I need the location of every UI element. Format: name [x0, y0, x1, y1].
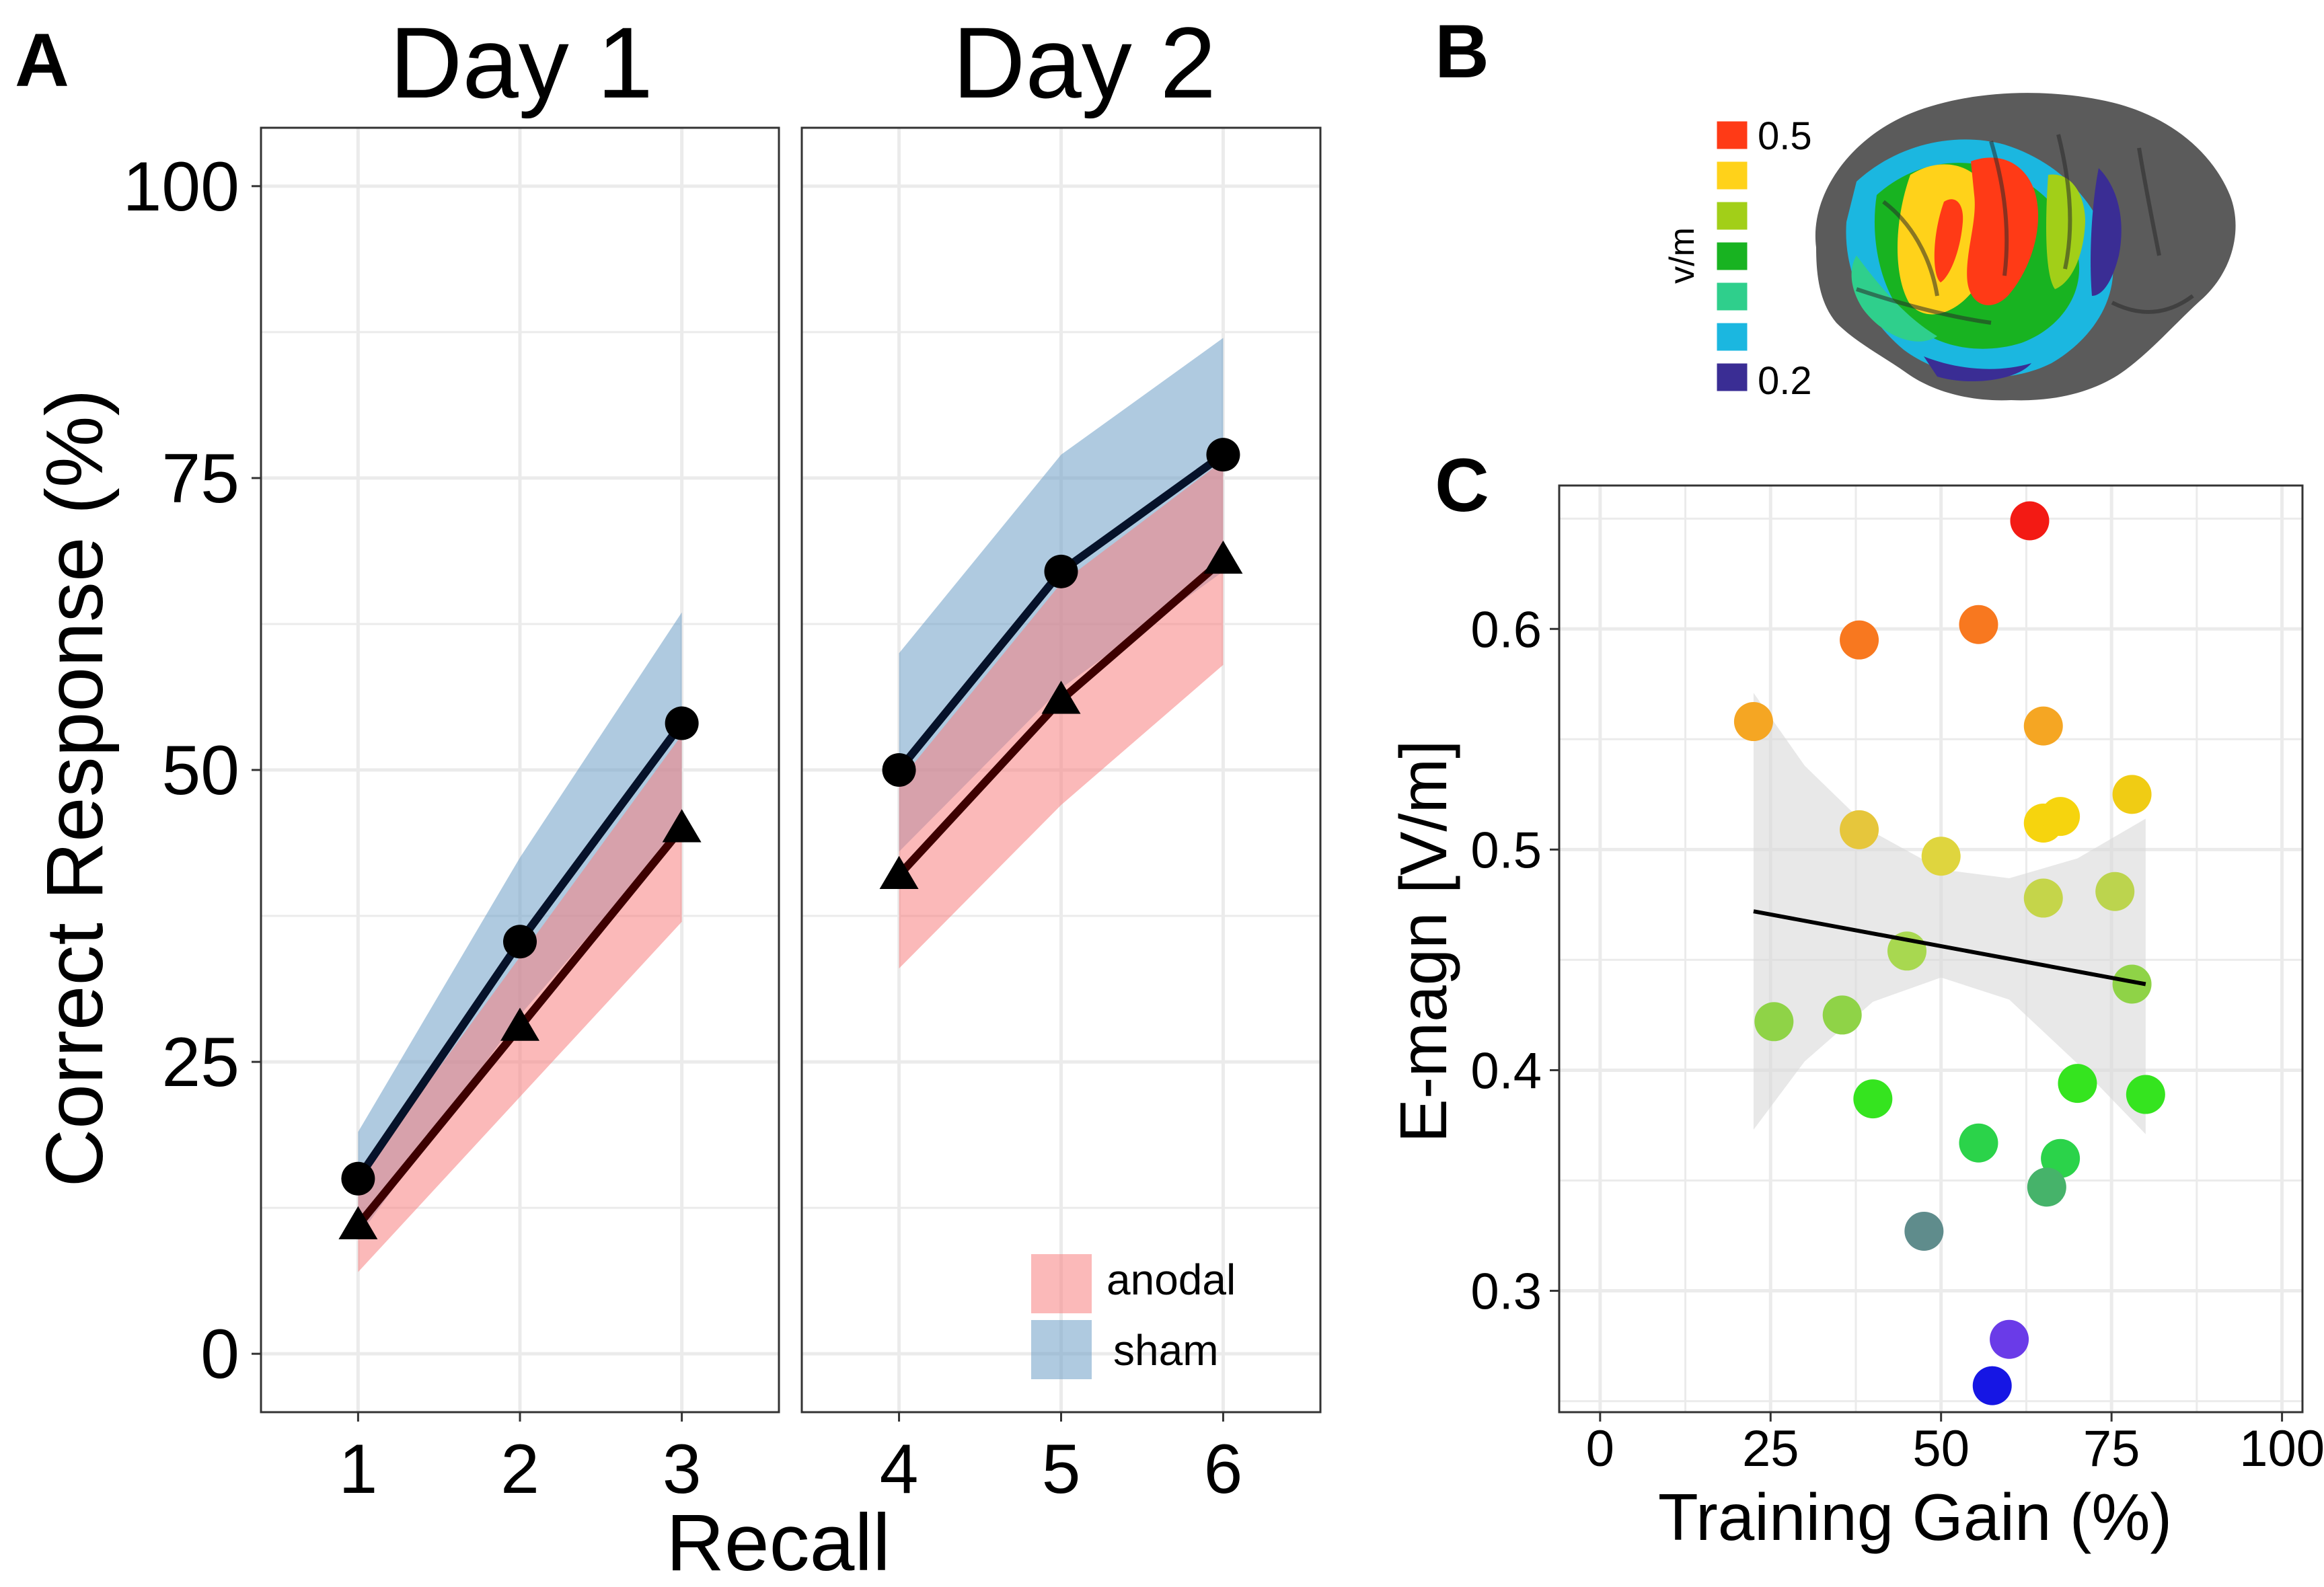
colorbar-swatch	[1713, 239, 1751, 274]
x-tick-label: 100	[2239, 1420, 2324, 1477]
colorbar-swatch	[1713, 158, 1751, 193]
colorbar-swatch	[1713, 279, 1751, 314]
point-sham	[1044, 554, 1078, 588]
colorbar-swatch	[1713, 118, 1751, 153]
scatter-point	[1921, 837, 1961, 876]
scatter-point	[1733, 702, 1773, 742]
scatter-point	[1822, 995, 1862, 1035]
regression-line	[1753, 909, 2146, 986]
x-tick-label: 3	[663, 1430, 702, 1508]
y-tick-label: 0.5	[1470, 822, 1542, 879]
scatter-point	[2126, 1075, 2165, 1114]
x-tick-label: 5	[1042, 1430, 1081, 1508]
scatter-point	[1754, 1002, 1794, 1042]
y-tick-label: 0.6	[1470, 601, 1542, 658]
colorbar	[1713, 118, 1751, 395]
point-anodal	[879, 855, 919, 889]
x-axis-title-c: Training Gain (%)	[1658, 1480, 2172, 1554]
x-tick-label: 75	[2083, 1420, 2140, 1477]
brain-efield-overlay	[1846, 139, 2122, 382]
legend-key-anodal	[1031, 1254, 1092, 1313]
y-axis-title-a: Correct Response (%)	[30, 389, 120, 1187]
x-tick-label: 50	[1912, 1420, 1970, 1477]
y-axis-title-c: E-magn [V/m]	[1386, 740, 1460, 1143]
point-sham	[882, 753, 916, 787]
scatter-point	[2027, 1167, 2066, 1207]
facet-strip-day-2: Day 2	[952, 6, 1216, 119]
legend-label-sham: sham	[1113, 1326, 1219, 1375]
point-anodal	[662, 809, 702, 843]
point-anodal	[1203, 540, 1243, 574]
x-axis-ticks-c: 0 25 50 75 100	[1586, 1412, 2324, 1477]
facet-day-2: 4 5 6	[800, 126, 1322, 1508]
y-axis-ticks-a: 0 25 50 75 100	[122, 148, 261, 1393]
scatter-point	[2041, 797, 2081, 837]
y-tick-label: 75	[161, 440, 239, 518]
scatter-point	[1840, 810, 1879, 849]
x-tick-label: 0	[1586, 1420, 1614, 1477]
y-tick-label: 50	[161, 732, 239, 810]
scatter-point	[2112, 964, 2152, 1004]
panel-border	[1558, 484, 2304, 1414]
scatter-point	[1959, 605, 1998, 644]
scatter-point	[2095, 872, 2135, 911]
point-sham	[1206, 438, 1240, 472]
scatter-point	[2112, 775, 2152, 814]
scatter-point	[1959, 1123, 1998, 1163]
panel-label-c: C	[1435, 443, 1489, 527]
panel-label-b: B	[1435, 9, 1489, 93]
colorbar-swatch	[1713, 198, 1751, 233]
facet-strip-day-1: Day 1	[389, 6, 653, 119]
panel-label-a: A	[15, 18, 69, 102]
y-tick-label: 25	[161, 1023, 239, 1101]
legend-key-sham	[1031, 1320, 1092, 1379]
point-sham	[665, 706, 699, 740]
colorbar-swatch	[1713, 360, 1751, 395]
legend: anodal sham	[1031, 1254, 1236, 1379]
panel-b-brain-efield: 0.5 0.2 v/m	[1663, 93, 2236, 403]
scatter-point	[2023, 878, 2063, 918]
y-tick-label: 0.3	[1470, 1264, 1542, 1321]
facet-day-1: 1 2 3	[260, 126, 780, 1508]
y-axis-ticks-c: 0.3 0.4 0.5 0.6	[1470, 601, 1559, 1321]
colorbar-min-label: 0.2	[1758, 359, 1812, 403]
x-axis-title-a: Recall	[666, 1498, 890, 1587]
colorbar-unit-label: v/m	[1663, 227, 1702, 284]
x-tick-label: 2	[500, 1430, 539, 1508]
scatter-point	[2058, 1064, 2097, 1104]
point-sham	[341, 1161, 375, 1196]
point-anodal	[1041, 681, 1081, 714]
panel-a-line-chart: Day 1 Day 2 1 2 3 4 5 6 0 25 50 75 100 Correct R…	[30, 6, 1322, 1587]
brain-rendering	[1815, 93, 2236, 401]
panel-c-scatter: 0.3 0.4 0.5 0.6 0 25 50 75 100 E-magn [V/m] Tra…	[1386, 484, 2324, 1554]
colorbar-max-label: 0.5	[1758, 114, 1812, 158]
x-tick-label: 6	[1204, 1430, 1243, 1508]
colorbar-swatch	[1713, 319, 1751, 354]
scatter-point	[1853, 1079, 1893, 1119]
point-anodal	[500, 1007, 539, 1041]
x-tick-label: 4	[880, 1430, 919, 1508]
legend-label-anodal: anodal	[1107, 1255, 1236, 1304]
brain-sulci	[1856, 134, 2194, 325]
scatter-point	[1904, 1211, 1944, 1251]
confidence-band	[1753, 693, 2146, 1134]
x-tick-label: 25	[1742, 1420, 1799, 1477]
y-tick-label: 100	[122, 148, 239, 226]
ribbon-anodal	[899, 460, 1224, 969]
point-sham	[503, 925, 537, 959]
scatter-plot-area	[1558, 484, 2304, 1414]
scatter-point	[2010, 501, 2050, 541]
scatter-point	[1972, 1366, 2012, 1405]
ribbon-anodal	[358, 734, 682, 1272]
y-tick-label: 0	[200, 1315, 239, 1393]
x-tick-label: 1	[338, 1430, 377, 1508]
scatter-point	[1990, 1319, 2029, 1359]
scatter-point	[2023, 706, 2063, 746]
point-anodal	[338, 1206, 378, 1239]
y-tick-label: 0.4	[1470, 1042, 1542, 1099]
scatter-point	[1840, 620, 1879, 660]
